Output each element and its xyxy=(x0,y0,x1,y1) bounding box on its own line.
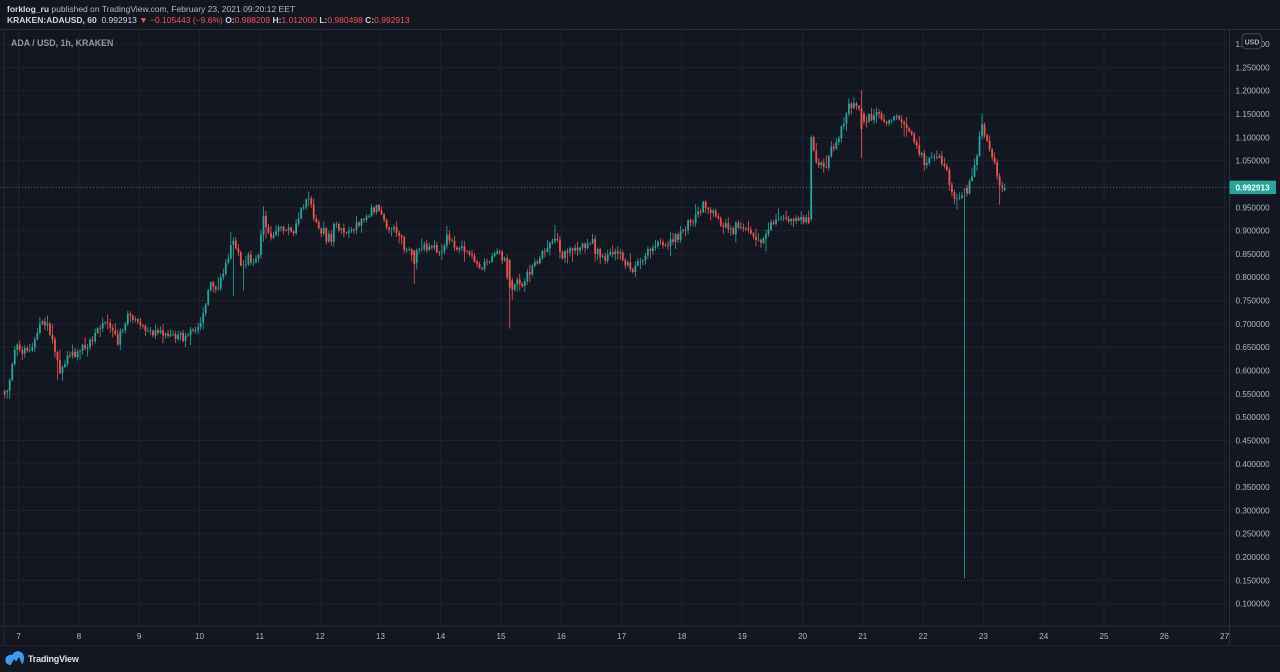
svg-text:19: 19 xyxy=(738,632,748,641)
svg-text:12: 12 xyxy=(316,632,326,641)
svg-text:18: 18 xyxy=(677,632,687,641)
svg-text:26: 26 xyxy=(1160,632,1170,641)
svg-text:13: 13 xyxy=(376,632,386,641)
svg-text:0.200000: 0.200000 xyxy=(1236,553,1271,562)
svg-text:8: 8 xyxy=(77,632,82,641)
svg-text:0.650000: 0.650000 xyxy=(1236,343,1271,352)
svg-text:17: 17 xyxy=(617,632,627,641)
svg-text:27: 27 xyxy=(1220,632,1230,641)
svg-text:0.750000: 0.750000 xyxy=(1236,297,1271,306)
svg-text:7: 7 xyxy=(16,632,21,641)
svg-text:1.050000: 1.050000 xyxy=(1236,157,1271,166)
svg-text:0.900000: 0.900000 xyxy=(1236,227,1271,236)
svg-text:0.300000: 0.300000 xyxy=(1236,506,1271,515)
svg-text:25: 25 xyxy=(1099,632,1109,641)
svg-text:1.100000: 1.100000 xyxy=(1236,133,1271,142)
svg-text:0.800000: 0.800000 xyxy=(1236,273,1271,282)
svg-text:9: 9 xyxy=(137,632,142,641)
svg-text:16: 16 xyxy=(557,632,567,641)
svg-text:0.950000: 0.950000 xyxy=(1236,203,1271,212)
svg-text:1.250000: 1.250000 xyxy=(1236,63,1271,72)
svg-text:0.550000: 0.550000 xyxy=(1236,390,1271,399)
svg-text:0.100000: 0.100000 xyxy=(1236,600,1271,609)
svg-text:0.350000: 0.350000 xyxy=(1236,483,1271,492)
svg-text:20: 20 xyxy=(798,632,808,641)
svg-text:0.250000: 0.250000 xyxy=(1236,530,1271,539)
svg-text:0.450000: 0.450000 xyxy=(1236,436,1271,445)
svg-text:11: 11 xyxy=(256,632,265,641)
svg-text:0.150000: 0.150000 xyxy=(1236,576,1271,585)
svg-text:21: 21 xyxy=(858,632,868,641)
svg-text:USD: USD xyxy=(1245,39,1260,46)
svg-text:10: 10 xyxy=(195,632,205,641)
svg-text:0.700000: 0.700000 xyxy=(1236,320,1271,329)
svg-text:0.600000: 0.600000 xyxy=(1236,367,1271,376)
svg-text:0.850000: 0.850000 xyxy=(1236,250,1271,259)
svg-text:1.150000: 1.150000 xyxy=(1236,110,1271,119)
svg-text:0.500000: 0.500000 xyxy=(1236,413,1271,422)
svg-text:0.400000: 0.400000 xyxy=(1236,460,1271,469)
svg-text:0.992913: 0.992913 xyxy=(1236,183,1271,192)
svg-text:1.200000: 1.200000 xyxy=(1236,87,1271,96)
svg-text:15: 15 xyxy=(496,632,506,641)
svg-text:24: 24 xyxy=(1039,632,1049,641)
svg-text:14: 14 xyxy=(436,632,446,641)
svg-text:22: 22 xyxy=(919,632,929,641)
svg-text:23: 23 xyxy=(979,632,989,641)
